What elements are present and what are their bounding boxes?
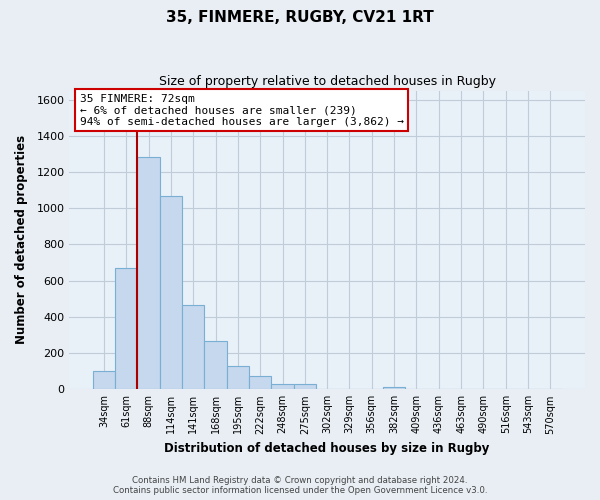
Bar	[227, 366, 249, 390]
Y-axis label: Number of detached properties: Number of detached properties	[15, 136, 28, 344]
Bar	[182, 305, 205, 390]
X-axis label: Distribution of detached houses by size in Rugby: Distribution of detached houses by size …	[164, 442, 490, 455]
Bar	[293, 384, 316, 390]
Bar	[160, 196, 182, 390]
Title: Size of property relative to detached houses in Rugby: Size of property relative to detached ho…	[158, 75, 496, 88]
Bar	[137, 156, 160, 390]
Bar	[93, 371, 115, 390]
Bar	[115, 268, 137, 390]
Bar	[383, 386, 405, 390]
Text: 35, FINMERE, RUGBY, CV21 1RT: 35, FINMERE, RUGBY, CV21 1RT	[166, 10, 434, 25]
Text: Contains HM Land Registry data © Crown copyright and database right 2024.
Contai: Contains HM Land Registry data © Crown c…	[113, 476, 487, 495]
Bar	[249, 376, 271, 390]
Bar	[205, 342, 227, 390]
Bar	[271, 384, 293, 390]
Text: 35 FINMERE: 72sqm
← 6% of detached houses are smaller (239)
94% of semi-detached: 35 FINMERE: 72sqm ← 6% of detached house…	[80, 94, 404, 126]
